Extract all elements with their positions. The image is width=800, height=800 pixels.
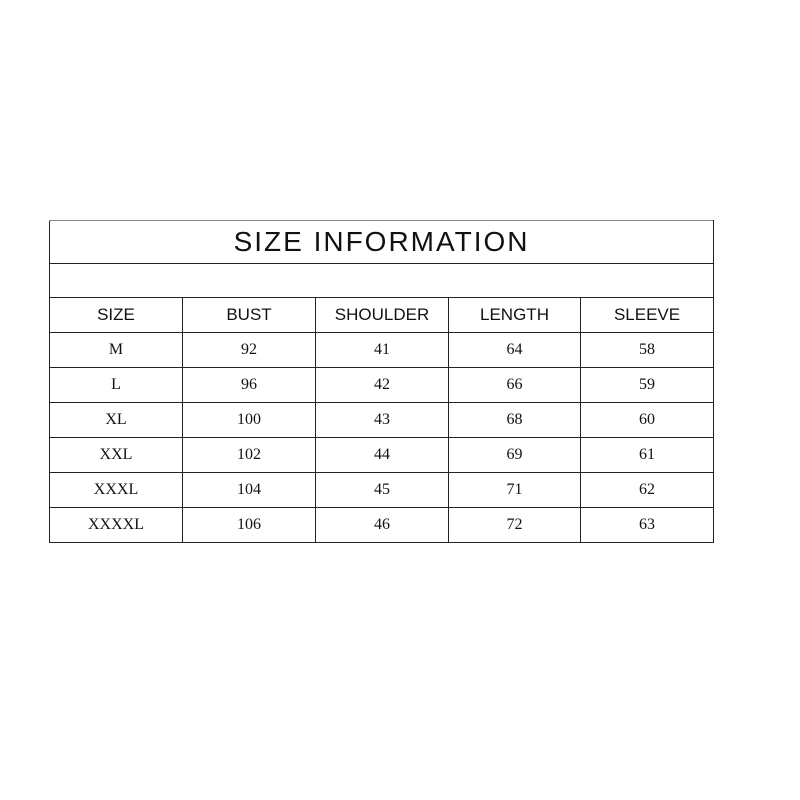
column-header-length: LENGTH	[448, 297, 581, 333]
cell-shoulder: 44	[315, 437, 449, 473]
cell-bust: 106	[182, 507, 316, 543]
cell-bust: 96	[182, 367, 316, 403]
cell-size: XXXXL	[49, 507, 183, 543]
cell-sleeve: 59	[579, 367, 715, 403]
spacer-row	[48, 263, 715, 298]
table-row: XL 100 43 68 60	[49, 402, 715, 438]
cell-size: XXL	[49, 437, 183, 473]
cell-length: 64	[448, 332, 581, 368]
cell-bust: 100	[182, 402, 316, 438]
table-title: SIZE INFORMATION	[48, 220, 715, 264]
cell-shoulder: 41	[315, 332, 449, 368]
cell-bust: 104	[182, 472, 316, 508]
column-header-sleeve: SLEEVE	[579, 297, 715, 333]
cell-bust: 92	[182, 332, 316, 368]
cell-length: 71	[448, 472, 581, 508]
header-row: SIZE BUST SHOULDER LENGTH SLEEVE	[49, 297, 715, 333]
column-header-bust: BUST	[182, 297, 316, 333]
cell-size: M	[49, 332, 183, 368]
cell-length: 72	[448, 507, 581, 543]
cell-length: 69	[448, 437, 581, 473]
cell-bust: 102	[182, 437, 316, 473]
table-row: L 96 42 66 59	[49, 367, 715, 403]
table-row: XXXL 104 45 71 62	[49, 472, 715, 508]
cell-length: 68	[448, 402, 581, 438]
column-header-size: SIZE	[49, 297, 183, 333]
cell-size: XL	[49, 402, 183, 438]
table-row: XXL 102 44 69 61	[49, 437, 715, 473]
cell-sleeve: 60	[579, 402, 715, 438]
cell-shoulder: 45	[315, 472, 449, 508]
cell-sleeve: 61	[579, 437, 715, 473]
cell-shoulder: 46	[315, 507, 449, 543]
size-table: SIZE INFORMATION SIZE BUST SHOULDER LENGTH S…	[48, 220, 715, 543]
cell-shoulder: 43	[315, 402, 449, 438]
cell-sleeve: 58	[579, 332, 715, 368]
table-row: M 92 41 64 58	[49, 332, 715, 368]
cell-size: XXXL	[49, 472, 183, 508]
column-header-shoulder: SHOULDER	[315, 297, 449, 333]
cell-shoulder: 42	[315, 367, 449, 403]
cell-size: L	[49, 367, 183, 403]
cell-length: 66	[448, 367, 581, 403]
table-row: XXXXL 106 46 72 63	[49, 507, 715, 543]
cell-sleeve: 62	[579, 472, 715, 508]
cell-sleeve: 63	[579, 507, 715, 543]
